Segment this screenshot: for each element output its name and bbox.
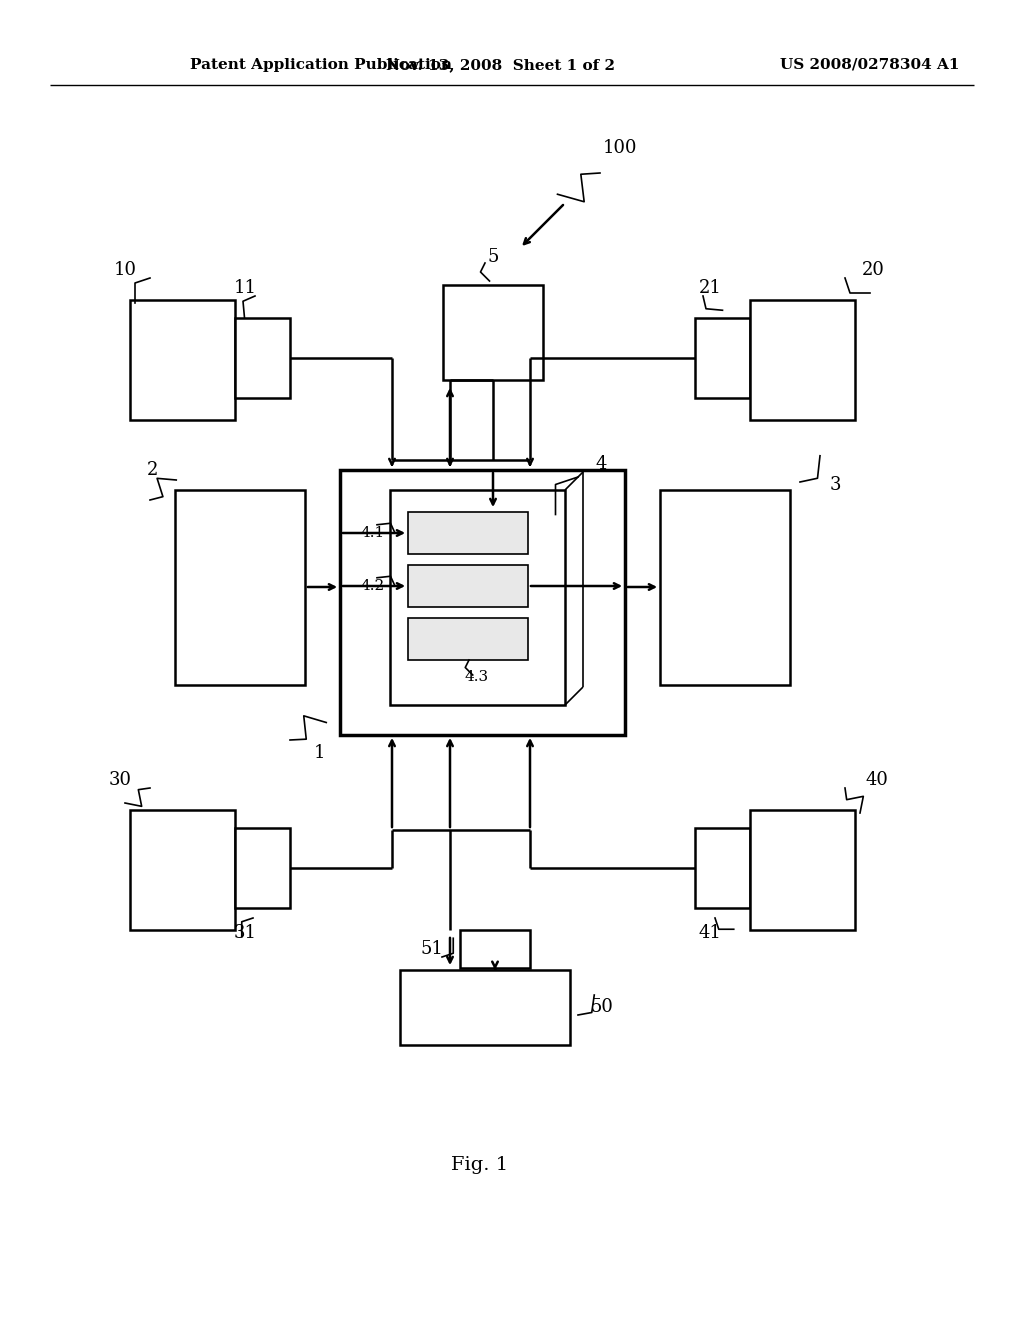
Bar xyxy=(130,300,234,420)
Bar xyxy=(750,300,855,420)
Bar xyxy=(443,285,543,380)
Text: Fig. 1: Fig. 1 xyxy=(452,1156,509,1173)
Bar xyxy=(390,490,565,705)
Text: 31: 31 xyxy=(233,924,256,942)
Text: 20: 20 xyxy=(861,261,885,279)
Text: 4.2: 4.2 xyxy=(360,579,385,593)
Bar xyxy=(750,810,855,931)
Bar xyxy=(234,318,290,399)
Text: 4.3: 4.3 xyxy=(465,671,489,684)
Text: 1: 1 xyxy=(314,744,326,762)
Bar xyxy=(340,470,625,735)
Text: 3: 3 xyxy=(829,477,841,494)
Bar xyxy=(130,810,234,931)
Text: 21: 21 xyxy=(698,279,722,297)
Text: US 2008/0278304 A1: US 2008/0278304 A1 xyxy=(780,58,959,73)
Bar xyxy=(400,970,570,1045)
Text: 41: 41 xyxy=(698,924,722,942)
Bar xyxy=(460,931,530,968)
Text: 2: 2 xyxy=(147,461,159,479)
Text: 40: 40 xyxy=(865,771,889,789)
Bar xyxy=(234,828,290,908)
Text: 50: 50 xyxy=(591,998,613,1016)
Text: 4: 4 xyxy=(595,455,606,473)
Bar xyxy=(695,828,750,908)
Text: Patent Application Publication: Patent Application Publication xyxy=(190,58,452,73)
Text: 51: 51 xyxy=(421,940,443,958)
Text: 10: 10 xyxy=(114,261,136,279)
Text: 100: 100 xyxy=(603,139,637,157)
Text: 30: 30 xyxy=(109,771,131,789)
Text: 5: 5 xyxy=(487,248,499,267)
Bar xyxy=(408,618,528,660)
Bar xyxy=(660,490,790,685)
Bar xyxy=(408,565,528,607)
Text: 11: 11 xyxy=(233,279,256,297)
Bar xyxy=(175,490,305,685)
Bar xyxy=(695,318,750,399)
Text: Nov. 13, 2008  Sheet 1 of 2: Nov. 13, 2008 Sheet 1 of 2 xyxy=(385,58,614,73)
Bar xyxy=(408,512,528,554)
Text: 4.1: 4.1 xyxy=(360,525,385,540)
